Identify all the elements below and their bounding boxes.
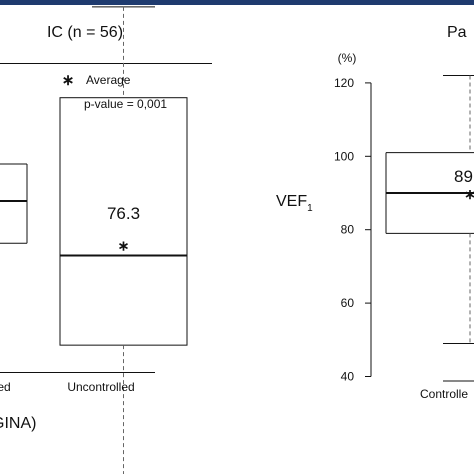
right-y-tick-label: 40 xyxy=(341,370,355,384)
left-x-axis-title: GINA) xyxy=(0,415,36,432)
right-y-unit: (%) xyxy=(338,51,357,65)
right-y-axis-title: VEF1 xyxy=(276,193,313,214)
left-category-label-1: lled xyxy=(0,380,11,394)
legend-average-label: Average xyxy=(86,73,131,87)
right-box-mean-label: 89 xyxy=(454,167,473,186)
left-title: IC (n = 56) xyxy=(47,24,123,41)
legend-average-marker: ∗ xyxy=(62,72,75,89)
right-y-tick-label: 60 xyxy=(341,296,355,310)
left-category-label-2: Uncontrolled xyxy=(67,380,134,394)
right-title: Pa xyxy=(447,24,467,41)
right-y-tick-label: 100 xyxy=(334,149,354,163)
box2-mean-label: 76.3 xyxy=(107,204,140,223)
right-y-tick-label: 80 xyxy=(341,223,355,237)
right-panel: Pa (%) 40 60 80 100 120 VEF1 ∗89 Controlle xyxy=(276,24,474,401)
right-box-mean-marker: ∗ xyxy=(464,186,474,202)
right-y-tick-label: 120 xyxy=(334,76,354,90)
box2-mean-marker: ∗ xyxy=(118,238,130,254)
right-y-axis-title-subscript: 1 xyxy=(307,203,313,214)
left-panel: IC (n = 56) ∗ Average p-value = 0,001 ∗ 76.3 l… xyxy=(0,6,212,474)
legend-p-value: p-value = 0,001 xyxy=(84,97,167,111)
top-frame-bar xyxy=(0,0,474,5)
right-category-label: Controlle xyxy=(420,387,468,401)
